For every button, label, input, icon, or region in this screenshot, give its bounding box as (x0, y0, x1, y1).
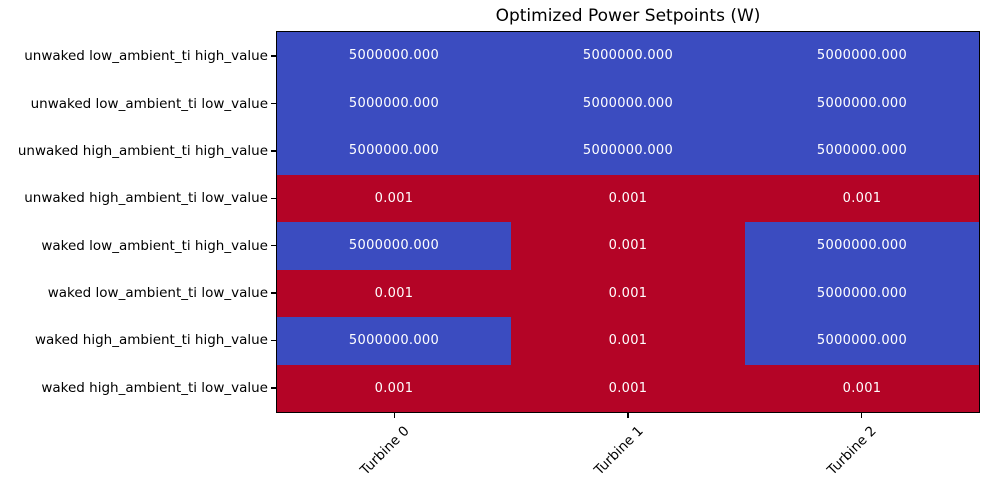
heatmap-cell: 0.001 (745, 174, 979, 222)
heatmap-cell: 5000000.000 (511, 79, 745, 127)
heatmap-cell: 5000000.000 (277, 222, 511, 270)
y-tick-label: unwaked low_ambient_ti low_value (30, 95, 268, 112)
heatmap-cell: 0.001 (511, 364, 745, 412)
heatmap-cell: 5000000.000 (277, 317, 511, 365)
y-tick-mark (271, 244, 276, 247)
x-tick-label: Turbine 1 (590, 423, 647, 479)
heatmap-cell: 5000000.000 (277, 32, 511, 80)
y-tick-mark (271, 150, 276, 152)
y-tick-label: waked low_ambient_ti low_value (47, 285, 268, 302)
y-tick-mark (271, 292, 276, 294)
heatmap-cell: 5000000.000 (277, 127, 511, 175)
heatmap-cell: 0.001 (511, 174, 745, 222)
heatmap-cell: 0.001 (511, 222, 745, 270)
heatmap-cell: 5000000.000 (745, 269, 979, 317)
chart-title: Optimized Power Setpoints (W) (495, 6, 761, 26)
heatmap-cell: 0.001 (277, 364, 511, 412)
x-tick-mark (393, 413, 396, 418)
heatmap-cell: 0.001 (511, 317, 745, 365)
y-tick-mark (271, 197, 276, 200)
heatmap-cell: 5000000.000 (277, 79, 511, 127)
heatmap-cell: 0.001 (277, 174, 511, 222)
heatmap-cell: 0.001 (745, 364, 979, 412)
heatmap-cell: 5000000.000 (745, 79, 979, 127)
y-tick-mark (271, 387, 276, 389)
y-tick-label: unwaked high_ambient_ti low_value (24, 190, 268, 207)
y-tick-mark (271, 102, 276, 105)
x-tick-label: Turbine 0 (357, 423, 413, 479)
heatmap-cell: 5000000.000 (745, 222, 979, 270)
heatmap-cell: 5000000.000 (745, 127, 979, 175)
y-tick-label: waked low_ambient_ti high_value (41, 237, 268, 254)
heatmap-cell: 5000000.000 (511, 32, 745, 80)
y-tick-mark (271, 339, 276, 342)
x-tick-label: Turbine 2 (824, 423, 880, 479)
heatmap-cell: 5000000.000 (745, 317, 979, 365)
heatmap-plot: 5000000.000 5000000.000 5000000.000 5000000… (276, 31, 980, 413)
x-tick-mark (860, 413, 863, 418)
y-tick-label: unwaked high_ambient_ti high_value (17, 142, 268, 159)
x-tick-mark (627, 413, 629, 418)
y-tick-mark (271, 55, 276, 57)
y-tick-label: waked high_ambient_ti high_value (34, 332, 268, 349)
y-tick-label: unwaked low_ambient_ti high_value (24, 48, 268, 65)
heatmap-cell: 5000000.000 (511, 127, 745, 175)
heatmap-cell: 0.001 (277, 269, 511, 317)
y-tick-label: waked high_ambient_ti low_value (41, 379, 268, 396)
heatmap-cell: 0.001 (511, 269, 745, 317)
heatmap-cell: 5000000.000 (745, 32, 979, 80)
